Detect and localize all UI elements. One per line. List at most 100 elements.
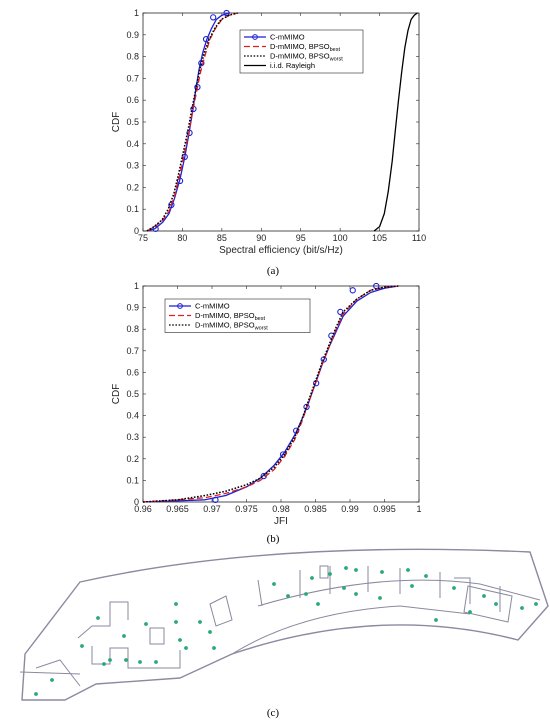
x-tick-label: 0.98 bbox=[272, 504, 290, 514]
x-axis-label: JFI bbox=[274, 516, 288, 527]
legend-label: D-mMIMO, BPSOworst bbox=[195, 321, 268, 332]
y-tick-label: 0.2 bbox=[126, 454, 139, 464]
access-point-dot bbox=[310, 576, 314, 580]
room-wall bbox=[19, 671, 81, 675]
x-tick-label: 110 bbox=[412, 233, 426, 243]
access-point-dot bbox=[154, 660, 158, 664]
inner-wall bbox=[231, 605, 471, 655]
room-wall bbox=[209, 595, 233, 627]
access-point-dot bbox=[198, 620, 202, 624]
legend-label: D-mMIMO, BPSOworst bbox=[270, 52, 343, 63]
room-wall bbox=[454, 577, 471, 590]
y-tick-label: 1 bbox=[134, 8, 139, 18]
x-tick-label: 0.995 bbox=[373, 504, 396, 514]
access-point-dot bbox=[452, 586, 456, 590]
access-point-dot bbox=[286, 594, 290, 598]
access-point-dot bbox=[328, 572, 332, 576]
series-marker bbox=[181, 153, 188, 161]
outer-wall bbox=[21, 548, 549, 701]
y-tick-label: 0.6 bbox=[126, 367, 139, 377]
room-wall bbox=[257, 579, 263, 607]
access-point-dot bbox=[144, 622, 148, 626]
x-axis-label: Spectral efficiency (bit/s/Hz) bbox=[219, 245, 343, 256]
y-tick-label: 0.4 bbox=[126, 139, 139, 149]
legend-label: D-mMIMO, BPSObest bbox=[270, 42, 340, 53]
access-point-dot bbox=[184, 646, 188, 650]
caption-c: (c) bbox=[267, 707, 280, 719]
y-tick-label: 0.4 bbox=[126, 411, 139, 421]
y-tick-label: 0.3 bbox=[126, 161, 139, 171]
y-tick-label: 0.1 bbox=[126, 475, 139, 485]
access-point-dot bbox=[434, 618, 438, 622]
access-point-dot bbox=[34, 692, 38, 696]
x-tick-label: 1 bbox=[416, 504, 421, 514]
y-tick-label: 1 bbox=[134, 281, 139, 291]
access-point-dot bbox=[520, 606, 524, 610]
access-point-dot bbox=[102, 662, 106, 666]
x-tick-label: 105 bbox=[372, 233, 387, 243]
x-tick-label: 80 bbox=[177, 233, 187, 243]
access-point-dot bbox=[380, 570, 384, 574]
access-point-dot bbox=[342, 586, 346, 590]
access-point-dot bbox=[424, 574, 428, 578]
chart-b: 0.96 0.965 0.97 0.975 0.98 0.985 0.99 0.995 1 0 0.… bbox=[111, 281, 422, 527]
access-point-dot bbox=[354, 568, 358, 572]
y-axis-label: CDF bbox=[111, 112, 122, 133]
access-point-dot bbox=[178, 638, 182, 642]
legend-label: D-mMIMO, BPSObest bbox=[195, 311, 265, 322]
x-tick-label: 90 bbox=[256, 233, 266, 243]
legend-label: C-mMIMO bbox=[195, 302, 230, 311]
y-tick-label: 0.2 bbox=[126, 182, 139, 192]
access-point-dot bbox=[494, 602, 498, 606]
series-marker bbox=[328, 332, 335, 339]
y-axis-label: CDF bbox=[111, 384, 122, 405]
access-point-dot bbox=[406, 568, 410, 572]
floor-plan bbox=[19, 548, 549, 701]
legend-marker bbox=[177, 303, 183, 309]
series-line-3 bbox=[373, 12, 418, 232]
access-point-dot bbox=[212, 646, 216, 650]
x-tick-label: 0.985 bbox=[304, 504, 327, 514]
room-wall bbox=[35, 659, 81, 687]
x-tick-label: 0.96 bbox=[134, 504, 152, 514]
x-tick-label: 0.965 bbox=[166, 504, 189, 514]
caption-a: (a) bbox=[267, 265, 280, 277]
y-tick-label: 0.3 bbox=[126, 432, 139, 442]
room-wall bbox=[463, 585, 513, 623]
legend-label: C-mMIMO bbox=[270, 33, 305, 42]
y-tick-label: 0 bbox=[134, 226, 139, 236]
series-marker bbox=[337, 308, 344, 316]
access-point-dot bbox=[344, 566, 348, 570]
y-tick-label: 0 bbox=[134, 497, 139, 507]
y-tick-label: 0.7 bbox=[126, 73, 139, 83]
caption-b: (b) bbox=[267, 533, 280, 545]
room-wall bbox=[77, 601, 129, 639]
access-point-dot bbox=[468, 610, 472, 614]
access-point-dot bbox=[50, 678, 54, 682]
y-tick-label: 0.6 bbox=[126, 95, 139, 105]
access-point-dot bbox=[354, 592, 358, 596]
y-tick-label: 0.9 bbox=[126, 303, 139, 313]
series-marker bbox=[303, 403, 310, 411]
legend-label: i.i.d. Rayleigh bbox=[270, 61, 315, 70]
access-point-dot bbox=[534, 602, 538, 606]
chart-a: 75 80 85 90 95 100 105 110 0 0.1 0.2 0.3 0.4 0.5 0.6 0.… bbox=[111, 8, 426, 256]
x-tick-label: 100 bbox=[333, 233, 348, 243]
x-tick-label: 75 bbox=[138, 233, 148, 243]
y-tick-label: 0.1 bbox=[126, 204, 139, 214]
series-line-2 bbox=[142, 285, 399, 503]
access-point-dot bbox=[80, 644, 84, 648]
access-point-dot bbox=[316, 602, 320, 606]
access-point-dot bbox=[174, 602, 178, 606]
access-point-dot bbox=[304, 592, 308, 596]
series-marker bbox=[223, 9, 230, 17]
y-tick-label: 0.8 bbox=[126, 324, 139, 334]
access-point-dot bbox=[96, 616, 100, 620]
y-tick-label: 0.5 bbox=[126, 389, 139, 399]
access-point-dot bbox=[482, 594, 486, 598]
series-marker bbox=[212, 496, 219, 503]
series-marker bbox=[210, 14, 217, 21]
series-marker bbox=[349, 287, 356, 294]
access-point-dot bbox=[108, 658, 112, 662]
access-point-dot bbox=[208, 630, 212, 634]
